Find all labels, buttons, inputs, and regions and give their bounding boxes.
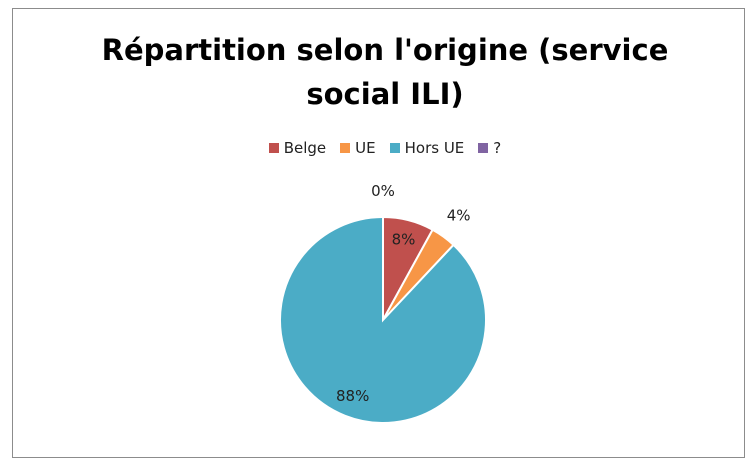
- data-label: 4%: [447, 206, 471, 224]
- legend: Belge UE Hors UE?: [0, 139, 747, 157]
- legend-label: Hors UE: [404, 139, 465, 157]
- legend-label: ?: [493, 139, 502, 157]
- legend-item: Belge: [268, 139, 327, 157]
- data-label: 0%: [371, 182, 395, 200]
- legend-item: Hors UE: [389, 139, 465, 157]
- data-label: 88%: [336, 387, 369, 405]
- data-label: 8%: [392, 231, 416, 249]
- legend-swatch: [389, 143, 400, 153]
- legend-swatch: [268, 143, 279, 153]
- chart-title: Répartition selon l'origine (service soc…: [101, 33, 669, 111]
- legend-swatch: [340, 143, 351, 153]
- legend-item: UE: [340, 139, 376, 157]
- legend-swatch: [478, 143, 489, 153]
- pie-slice: [279, 215, 487, 424]
- legend-label: Belge: [283, 139, 327, 157]
- legend-item: ?: [478, 139, 501, 157]
- legend-label: UE: [355, 139, 376, 157]
